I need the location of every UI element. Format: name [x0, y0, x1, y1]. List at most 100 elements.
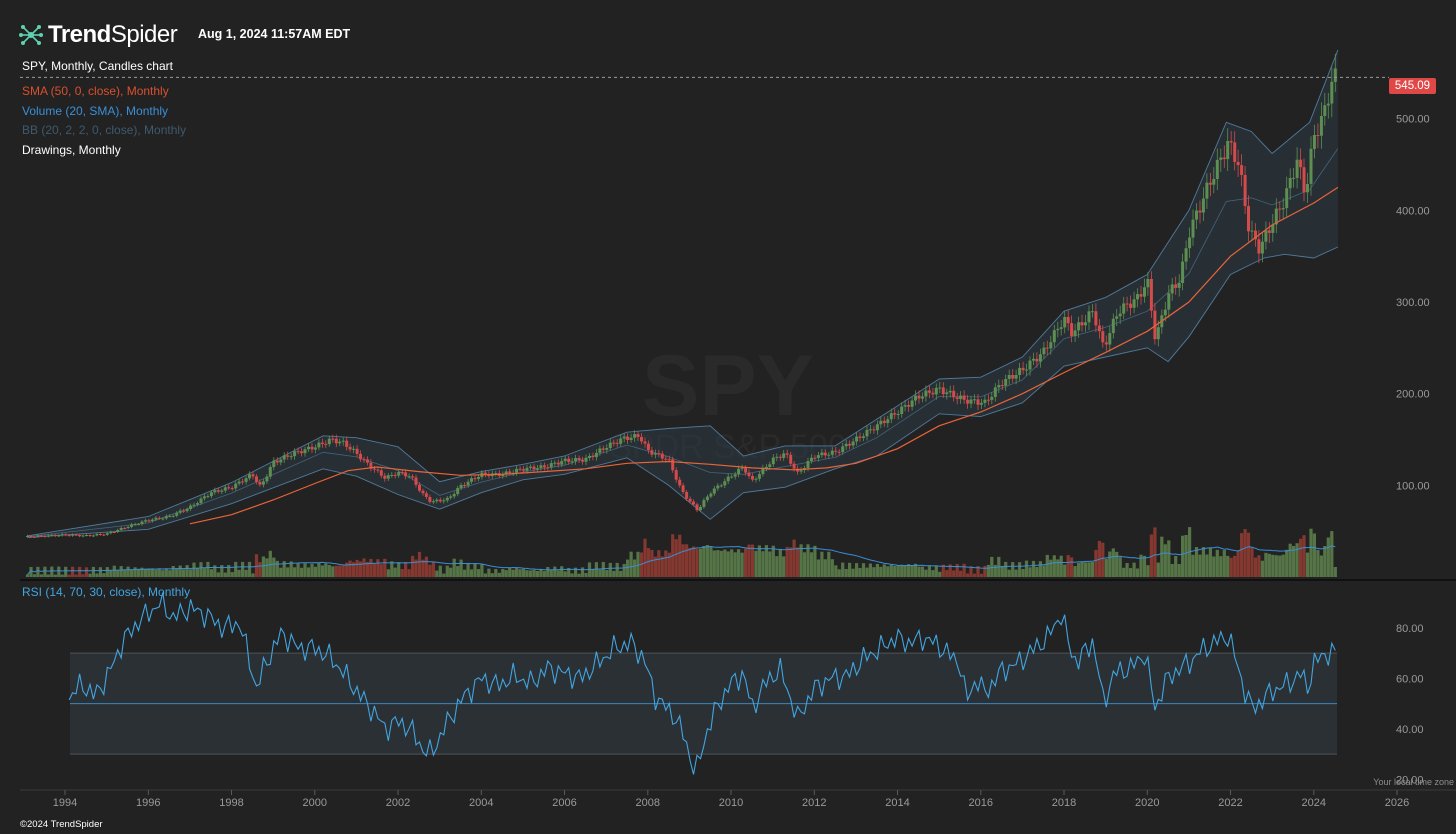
candle-body [171, 515, 175, 517]
volume-bar [60, 574, 64, 577]
volume-bar [67, 574, 71, 577]
volume-bar [639, 552, 644, 577]
candle-body [407, 476, 411, 478]
volume-bar [570, 573, 574, 577]
volume-bar [601, 562, 605, 577]
candle-body [414, 477, 418, 485]
candle-body [504, 471, 508, 475]
volume-bar [449, 567, 453, 577]
volume-bar [546, 567, 550, 577]
candle-body [577, 458, 581, 461]
legend-bb[interactable]: BB (20, 2, 2, 0, close), Monthly [22, 123, 187, 137]
candle-body [990, 396, 994, 400]
candle-body [168, 515, 172, 517]
volume-bar [702, 546, 706, 577]
candle-body [258, 481, 262, 485]
candle-body [1247, 206, 1250, 232]
candle-body [140, 521, 144, 525]
volume-bar [254, 554, 259, 577]
candle-body [1132, 299, 1136, 308]
volume-bar [407, 569, 411, 577]
volume-bar [379, 564, 383, 577]
candle-body [556, 462, 560, 465]
legend-drawings[interactable]: Drawings, Monthly [22, 143, 121, 157]
candle-body [1309, 148, 1313, 184]
bollinger-bands [27, 49, 1339, 539]
copyright: ©2024 TrendSpider [20, 819, 103, 830]
volume-bar [164, 568, 168, 577]
candle-body [435, 499, 439, 502]
candle-body [712, 488, 716, 494]
candle-body [542, 465, 546, 468]
time-tick-label: 2010 [719, 797, 743, 809]
candle-body [39, 535, 43, 537]
candle-body [570, 461, 574, 463]
candle-body [1094, 311, 1098, 326]
candle-body [1143, 287, 1146, 297]
candle-body [983, 399, 987, 403]
volume-bar [1132, 562, 1136, 577]
candle-body [1056, 328, 1060, 331]
candle-body [1115, 316, 1119, 319]
time-tick-label: 2008 [636, 797, 660, 809]
candle-body [95, 534, 99, 536]
price-tick-label: 200.00 [1396, 389, 1430, 401]
volume-bar [1250, 547, 1254, 577]
candle-body [310, 446, 314, 450]
candle-body [1021, 367, 1025, 371]
candle-body [608, 442, 612, 448]
volume-bar [1226, 555, 1230, 577]
watermark-symbol: SPY [642, 338, 814, 434]
candle-body [372, 468, 376, 470]
volume-bar [91, 566, 95, 577]
candle-body [1025, 369, 1028, 371]
rsi-pane [68, 592, 1337, 775]
candle-body [359, 453, 362, 460]
volume-bar [1149, 534, 1153, 577]
volume-bar [535, 571, 539, 577]
volume-bar [574, 567, 578, 577]
candle-body [424, 493, 428, 497]
volume-bar [300, 567, 304, 577]
candle-body [830, 450, 834, 455]
volume-bar [816, 559, 820, 577]
candle-body [1007, 375, 1011, 379]
volume-bar [293, 567, 297, 577]
candle-body [386, 475, 390, 479]
candle-body [1205, 182, 1209, 199]
volume-bar [1246, 532, 1251, 577]
candle-body [529, 466, 532, 468]
candle-body [26, 536, 29, 537]
candle-body [366, 459, 369, 463]
volume-bar [855, 563, 859, 577]
volume-bar [966, 573, 970, 577]
rsi-legend[interactable]: RSI (14, 70, 30, close), Monthly [22, 585, 191, 599]
candle-body [1229, 141, 1233, 143]
legend-volume[interactable]: Volume (20, SMA), Monthly [22, 104, 169, 118]
volume-bar [1083, 562, 1088, 577]
volume-bar [1333, 567, 1337, 577]
brand-name-part1: Trend [48, 21, 111, 48]
candle-body [702, 500, 706, 507]
candle-body [199, 498, 203, 504]
candle-body [275, 460, 279, 463]
candle-body [1104, 342, 1108, 345]
volume-bar [130, 569, 134, 577]
candle-body [1077, 322, 1081, 331]
timezone-label[interactable]: Your local time zone [1373, 777, 1454, 787]
candle-body [660, 453, 664, 459]
candle-body [105, 533, 109, 535]
candle-body [820, 452, 824, 456]
volume-bar [358, 561, 363, 577]
volume-bar [192, 562, 196, 577]
candle-body [757, 474, 761, 479]
candle-body [154, 517, 158, 520]
legend-symbol[interactable]: SPY, Monthly, Candles chart [22, 59, 173, 73]
candle-body [1163, 309, 1167, 316]
candle-body [685, 492, 689, 499]
candle-body [723, 481, 727, 486]
candle-body [681, 485, 685, 492]
candle-body [799, 470, 803, 472]
legend-sma[interactable]: SMA (50, 0, close), Monthly [22, 84, 169, 98]
